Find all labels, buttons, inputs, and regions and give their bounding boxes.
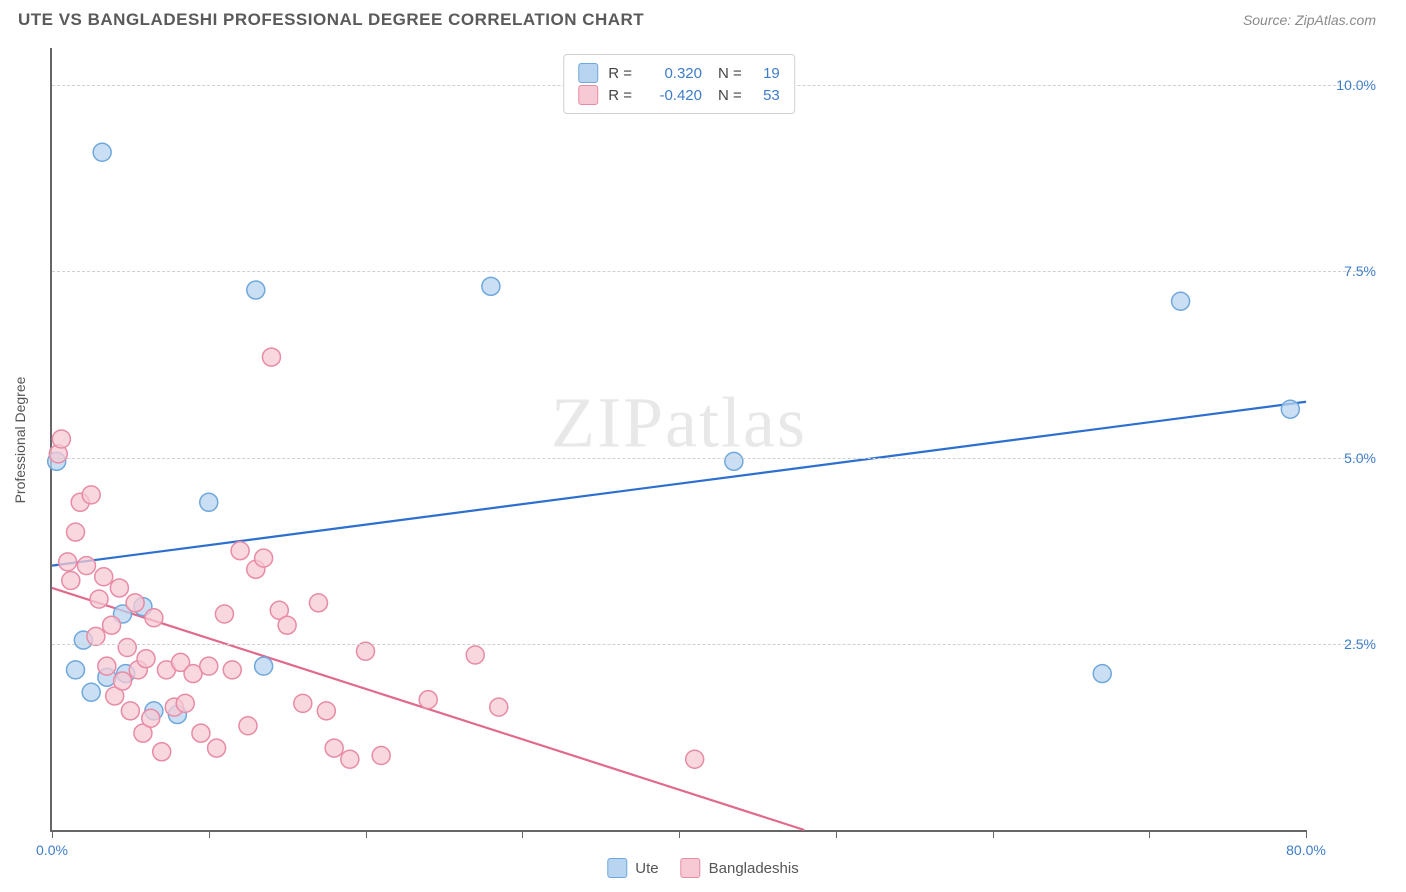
plot-area: ZIPatlas R = 0.320 N = 19 R = -0.420 N =… — [50, 48, 1306, 832]
data-point — [98, 657, 116, 675]
data-point — [90, 590, 108, 608]
data-point — [52, 430, 70, 448]
gridline — [52, 271, 1366, 272]
data-point — [208, 739, 226, 757]
data-point — [200, 493, 218, 511]
legend-label-bang: Bangladeshis — [709, 860, 799, 877]
x-tick — [679, 830, 680, 838]
chart-container: Professional Degree ZIPatlas R = 0.320 N… — [50, 48, 1306, 832]
data-point — [686, 750, 704, 768]
legend-item-bangladeshis: Bangladeshis — [681, 858, 799, 878]
data-point — [103, 616, 121, 634]
data-point — [231, 542, 249, 560]
data-point — [357, 642, 375, 660]
legend-row-bangladeshis: R = -0.420 N = 53 — [578, 85, 780, 105]
data-point — [110, 579, 128, 597]
y-tick-label: 5.0% — [1344, 450, 1376, 466]
correlation-legend: R = 0.320 N = 19 R = -0.420 N = 53 — [563, 54, 795, 114]
data-point — [490, 698, 508, 716]
data-point — [67, 523, 85, 541]
data-point — [192, 724, 210, 742]
data-point — [278, 616, 296, 634]
r-label: R = — [608, 65, 632, 82]
r-value-bang: -0.420 — [642, 87, 702, 104]
data-point — [215, 605, 233, 623]
data-point — [1281, 400, 1299, 418]
chart-title: UTE VS BANGLADESHI PROFESSIONAL DEGREE C… — [18, 10, 644, 30]
gridline — [52, 458, 1366, 459]
y-axis-label: Professional Degree — [12, 377, 28, 504]
data-point — [341, 750, 359, 768]
data-point — [200, 657, 218, 675]
swatch-blue-icon — [578, 63, 598, 83]
data-point — [255, 657, 273, 675]
swatch-pink-icon — [578, 85, 598, 105]
data-point — [137, 650, 155, 668]
data-point — [114, 672, 132, 690]
data-point — [93, 143, 111, 161]
swatch-blue-icon — [607, 858, 627, 878]
swatch-pink-icon — [681, 858, 701, 878]
header: UTE VS BANGLADESHI PROFESSIONAL DEGREE C… — [0, 0, 1406, 34]
x-tick — [209, 830, 210, 838]
data-point — [77, 557, 95, 575]
data-point — [419, 691, 437, 709]
x-tick — [52, 830, 53, 838]
x-tick — [1306, 830, 1307, 838]
y-tick-label: 2.5% — [1344, 636, 1376, 652]
data-point — [82, 486, 100, 504]
data-point — [153, 743, 171, 761]
data-point — [95, 568, 113, 586]
n-value-ute: 19 — [752, 65, 780, 82]
n-label: N = — [718, 65, 742, 82]
y-tick-label: 10.0% — [1336, 77, 1376, 93]
data-point — [176, 694, 194, 712]
data-point — [59, 553, 77, 571]
data-point — [223, 661, 241, 679]
data-point — [482, 277, 500, 295]
legend-item-ute: Ute — [607, 858, 658, 878]
data-point — [466, 646, 484, 664]
data-point — [372, 747, 390, 765]
series-legend: Ute Bangladeshis — [607, 858, 798, 878]
data-point — [262, 348, 280, 366]
data-point — [121, 702, 139, 720]
data-point — [145, 609, 163, 627]
data-point — [1093, 665, 1111, 683]
data-point — [82, 683, 100, 701]
x-tick — [1149, 830, 1150, 838]
legend-row-ute: R = 0.320 N = 19 — [578, 63, 780, 83]
data-point — [317, 702, 335, 720]
x-tick — [522, 830, 523, 838]
x-tick — [993, 830, 994, 838]
data-point — [247, 281, 265, 299]
y-tick-label: 7.5% — [1344, 263, 1376, 279]
data-point — [294, 694, 312, 712]
data-point — [1172, 292, 1190, 310]
data-point — [239, 717, 257, 735]
x-tick — [836, 830, 837, 838]
r-value-ute: 0.320 — [642, 65, 702, 82]
data-point — [725, 452, 743, 470]
data-point — [126, 594, 144, 612]
x-tick-label: 0.0% — [36, 842, 68, 858]
x-tick — [366, 830, 367, 838]
data-point — [118, 639, 136, 657]
data-point — [62, 572, 80, 590]
n-value-bang: 53 — [752, 87, 780, 104]
data-point — [142, 709, 160, 727]
legend-label-ute: Ute — [635, 860, 658, 877]
n-label: N = — [718, 87, 742, 104]
data-point — [87, 627, 105, 645]
data-point — [325, 739, 343, 757]
x-tick-label: 80.0% — [1286, 842, 1326, 858]
scatter-plot — [52, 48, 1306, 830]
data-point — [309, 594, 327, 612]
gridline — [52, 644, 1366, 645]
source-label: Source: ZipAtlas.com — [1243, 12, 1376, 28]
data-point — [255, 549, 273, 567]
data-point — [67, 661, 85, 679]
r-label: R = — [608, 87, 632, 104]
